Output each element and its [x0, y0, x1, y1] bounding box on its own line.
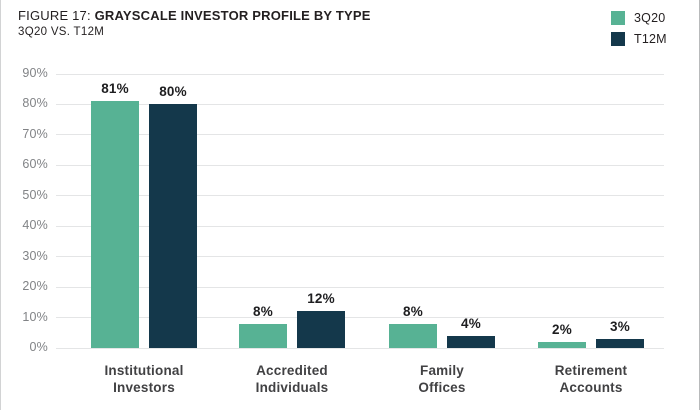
figure-subtitle: 3Q20 VS. T12M: [18, 26, 105, 38]
value-label-t12m-cat1: 12%: [307, 291, 335, 307]
y-tick-label-60: 60%: [22, 157, 48, 172]
value-label-t12m-cat2: 4%: [461, 315, 481, 331]
bar-3q20-cat0: [91, 101, 139, 348]
x-category-label-line: Accounts: [559, 380, 623, 395]
y-tick-label-30: 30%: [22, 248, 48, 263]
value-label-3q20-cat2: 8%: [403, 303, 423, 319]
y-tick-label-70: 70%: [22, 126, 48, 141]
bar-3q20-cat1: [239, 323, 287, 348]
y-tick-label-80: 80%: [22, 96, 48, 111]
gridline-10: [56, 317, 664, 319]
gridline-60: [56, 164, 664, 166]
value-label-3q20-cat0: 81%: [101, 81, 129, 97]
y-tick-label-10: 10%: [22, 309, 48, 324]
y-tick-label-50: 50%: [22, 187, 48, 202]
bar-t12m-cat2: [447, 335, 495, 348]
legend-swatch-3q20: [611, 10, 625, 25]
gridline-0: [56, 347, 664, 349]
y-tick-label-90: 90%: [22, 66, 48, 80]
gridline-30: [56, 256, 664, 258]
x-category-label-2: Family Offices: [362, 362, 522, 396]
legend-item: T12M: [611, 31, 667, 46]
value-label-t12m-cat3: 3%: [610, 318, 630, 334]
value-label-t12m-cat0: 80%: [159, 84, 187, 100]
y-tick-label-40: 40%: [22, 218, 48, 233]
bar-3q20-cat3: [538, 341, 586, 348]
gridline-50: [56, 195, 664, 197]
legend-swatch-t12m: [611, 31, 625, 46]
legend-label-3q20: 3Q20: [634, 10, 666, 25]
gridline-20: [56, 286, 664, 288]
x-category-label-0: Institutional Investors: [64, 362, 224, 396]
bar-3q20-cat2: [389, 323, 437, 348]
x-category-label-line: Family: [420, 363, 464, 378]
figure-title: FIGURE 17: GRAYSCALE INVESTOR PROFILE BY…: [18, 8, 371, 23]
figure-title-prefix: FIGURE 17:: [18, 8, 91, 23]
bar-t12m-cat3: [596, 338, 644, 348]
x-category-label-line: Accredited: [256, 363, 328, 378]
bar-t12m-cat0: [149, 104, 197, 348]
y-tick-label-20: 20%: [22, 279, 48, 294]
gridline-90: [56, 73, 664, 75]
legend-item: 3Q20: [611, 10, 667, 25]
gridline-80: [56, 103, 664, 105]
gridline-40: [56, 225, 664, 227]
chart-legend: 3Q20 T12M: [611, 10, 667, 52]
x-category-label-line: Offices: [418, 380, 466, 395]
figure-title-main: GRAYSCALE INVESTOR PROFILE BY TYPE: [94, 8, 371, 23]
x-category-label-line: Investors: [113, 380, 175, 395]
x-category-label-1: Accredited Individuals: [212, 362, 372, 396]
x-category-label-line: Individuals: [255, 380, 329, 395]
bar-t12m-cat1: [297, 311, 345, 348]
x-category-label-line: Retirement: [554, 363, 628, 378]
figure-header: FIGURE 17: GRAYSCALE INVESTOR PROFILE BY…: [18, 8, 371, 38]
x-category-label-line: Institutional: [104, 363, 184, 378]
gridline-70: [56, 134, 664, 136]
value-label-3q20-cat1: 8%: [253, 303, 273, 319]
y-tick-label-0: 0%: [29, 340, 48, 354]
legend-label-t12m: T12M: [634, 31, 667, 46]
x-category-label-3: Retirement Accounts: [511, 362, 671, 396]
value-label-3q20-cat3: 2%: [552, 321, 572, 337]
